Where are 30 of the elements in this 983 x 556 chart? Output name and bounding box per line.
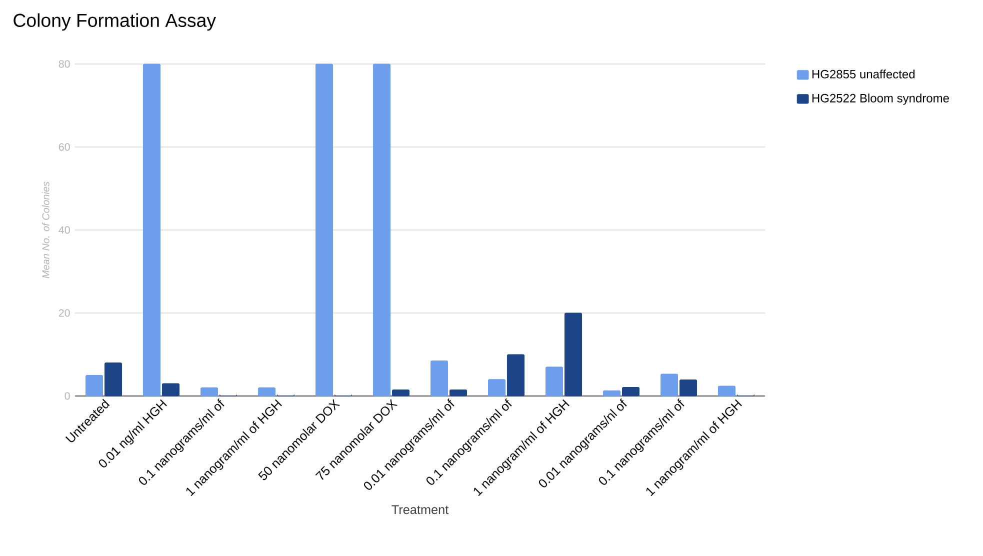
legend-label: HG2522 Bloom syndrome [812,94,949,105]
y-axis-title: Mean No. of Colonies [42,182,50,278]
bar [392,389,410,396]
chart-title: Colony Formation Assay [14,13,216,31]
y-tick-label: 80 [58,60,70,68]
bar [315,64,334,396]
bar [622,387,640,396]
bar [488,379,506,396]
bar [718,386,736,396]
bar [660,374,678,396]
y-tick-label: 0 [64,392,70,400]
bar [162,383,180,396]
bar [142,64,161,396]
y-tick-label: 40 [58,226,70,234]
bar [258,387,276,396]
bar [449,389,468,396]
x-axis-title: Treatment [392,505,449,514]
bar [602,390,621,396]
bar [430,360,448,396]
legend-label: HG2855 unaffected [812,70,915,78]
y-tick-label: 20 [58,309,70,317]
bar [506,354,525,396]
bar [200,387,218,396]
y-tick-label: 60 [58,143,70,151]
bar [85,374,104,396]
bar [564,312,582,396]
bar [679,380,698,396]
bar [104,362,122,396]
bar [545,366,564,396]
bar [372,64,391,396]
